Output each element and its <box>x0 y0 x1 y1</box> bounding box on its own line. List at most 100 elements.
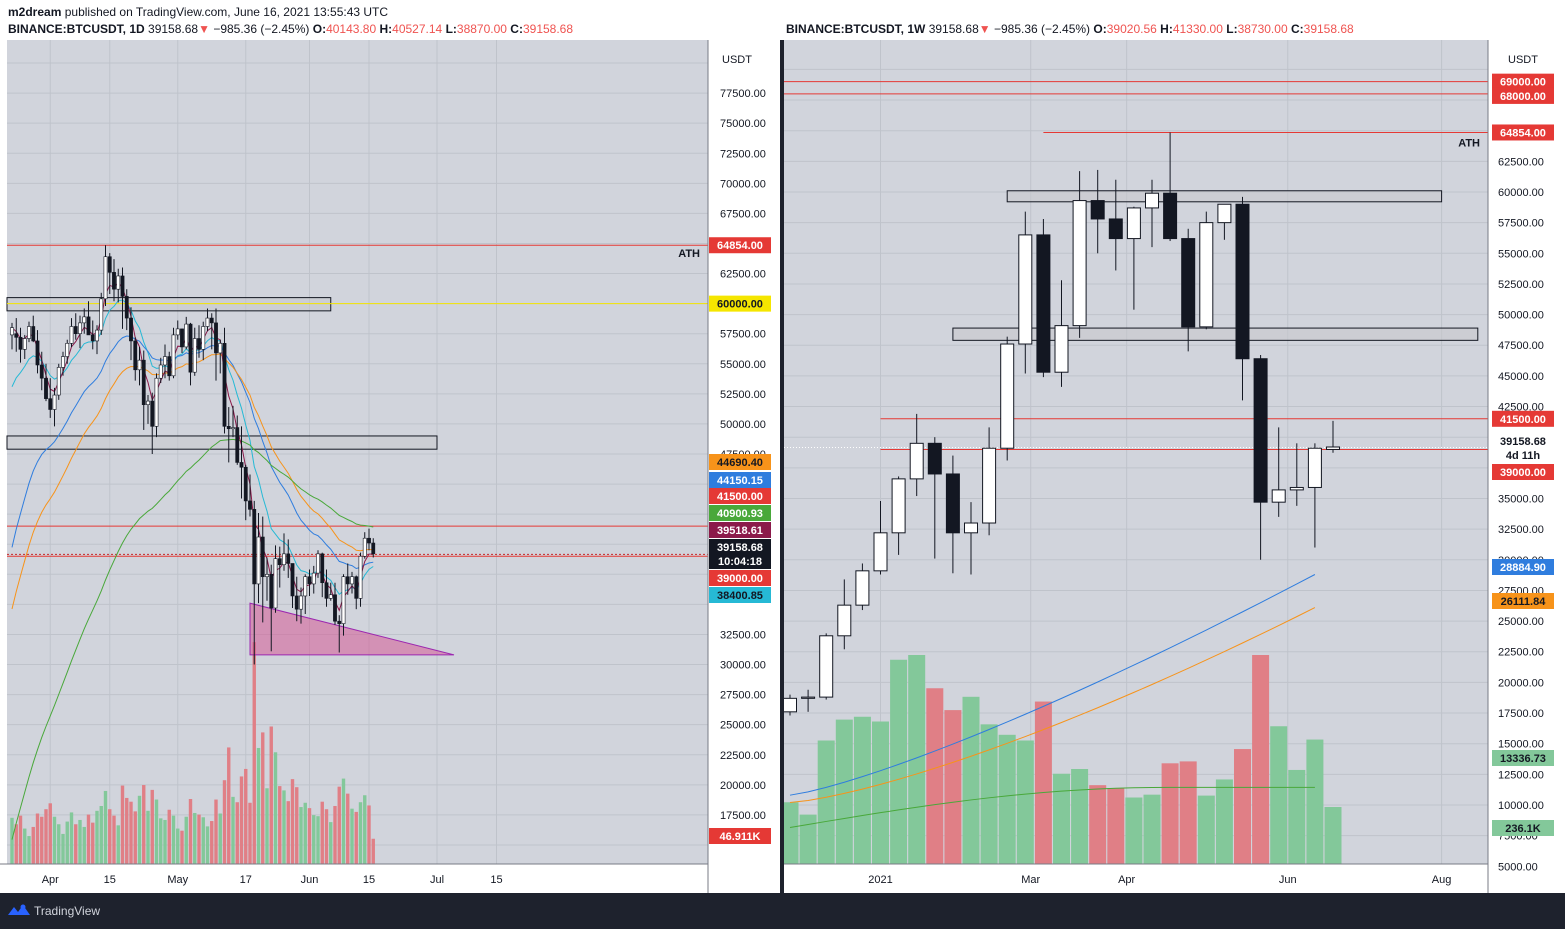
candle-body <box>320 553 325 584</box>
candle-body <box>819 635 834 698</box>
candle-body <box>1145 192 1159 209</box>
volume-badge: 46.911K <box>720 831 761 843</box>
left-symbol[interactable]: BINANCE:BTCUSDT, 1D <box>8 22 145 36</box>
candle-body <box>891 478 906 534</box>
candle-body <box>927 442 942 475</box>
volume-bar <box>346 793 350 864</box>
tradingview-brand[interactable]: TradingView <box>34 904 101 918</box>
volume-bar <box>35 813 40 864</box>
time-axis-bg <box>0 864 708 893</box>
publish-info: published on TradingView.com, June 16, 2… <box>64 5 389 19</box>
volume-bar <box>835 719 853 864</box>
volume-bar <box>998 734 1016 864</box>
candle-body <box>371 542 376 555</box>
volume-bar <box>962 696 980 864</box>
volume-bar <box>40 816 44 864</box>
volume-bar <box>282 790 286 864</box>
price-tick-label: 67500.00 <box>720 208 766 220</box>
author-name[interactable]: m2dream <box>8 5 62 19</box>
right-open: 39020.56 <box>1106 22 1157 36</box>
candle-body <box>243 466 248 502</box>
last-price-badge: 39158.68 <box>717 542 763 554</box>
volume-bar <box>1034 701 1052 864</box>
volume-bar <box>1270 726 1288 864</box>
indicator-badge-bg <box>709 587 771 603</box>
candle-body <box>362 537 367 557</box>
volume-bar <box>137 795 142 864</box>
volume-bar <box>354 811 358 864</box>
volume-badge-bg <box>1492 820 1554 836</box>
moving-average-line <box>11 335 374 570</box>
volume-bar <box>201 817 205 864</box>
volume-bar <box>341 778 346 864</box>
horizontal-zone <box>6 297 332 312</box>
candle-body <box>48 398 53 410</box>
volume-bar <box>193 812 197 864</box>
level-badge-bg <box>709 237 771 254</box>
candle-body <box>201 326 206 350</box>
candle-body <box>265 574 269 578</box>
daily-chart-panel[interactable]: ATH USDT 77500.00 75000.00 72500.00 70000.00 6… <box>0 40 780 893</box>
level-badge-bg <box>1492 464 1554 480</box>
candle-body <box>158 364 163 379</box>
candle-body <box>27 326 31 339</box>
volume-bar <box>261 732 265 864</box>
candle-body <box>180 328 184 348</box>
candle-body <box>303 576 308 597</box>
candle-body <box>345 576 350 585</box>
candle-body <box>307 576 312 585</box>
volume-bar <box>69 812 74 864</box>
weekly-chart-svg[interactable]: ATH USDT 62500.00 60000.00 57500.00 55000.00 5… <box>784 40 1565 893</box>
left-h-label: H: <box>379 22 393 36</box>
time-axis-bg <box>784 864 1488 893</box>
price-tick-label: 62500.00 <box>720 269 766 281</box>
candle-body <box>95 329 99 342</box>
price-tick-label: 57500.00 <box>1498 218 1544 230</box>
volume-bar <box>307 808 312 864</box>
right-symbol[interactable]: BINANCE:BTCUSDT, 1W <box>786 22 926 36</box>
volume-bar <box>142 785 146 864</box>
weekly-chart-panel[interactable]: ATH USDT 62500.00 60000.00 57500.00 55000.00 5… <box>784 40 1565 893</box>
candle-body <box>801 696 816 699</box>
right-c-label: C: <box>1290 22 1304 36</box>
price-tick-label: 35000.00 <box>1498 493 1544 505</box>
candle-body <box>197 338 201 350</box>
countdown-badge: 10:04:18 <box>718 556 762 568</box>
price-tick-label: 62500.00 <box>1498 156 1544 168</box>
volume-bar <box>358 802 363 864</box>
candle-body <box>120 275 125 297</box>
volume-bar <box>167 809 171 864</box>
candle-body <box>192 338 197 373</box>
volume-bar <box>265 788 269 864</box>
volume-bar <box>231 796 235 864</box>
price-tick-label: 77500.00 <box>720 88 766 100</box>
time-tick-label: May <box>167 874 188 886</box>
volume-bar <box>1161 763 1179 864</box>
volume-bar <box>214 799 218 864</box>
level-badge-bg <box>709 488 771 504</box>
candle-body <box>65 343 70 357</box>
volume-bar <box>1071 769 1089 864</box>
price-tick-label: 42500.00 <box>1498 402 1544 414</box>
left-c-label: C: <box>510 22 523 36</box>
down-arrow-icon: ▼ <box>978 22 991 36</box>
volume-bar <box>197 814 201 864</box>
currency-label: USDT <box>722 54 752 66</box>
candle-body <box>184 323 189 348</box>
volume-bar <box>112 815 116 864</box>
volume-bar <box>239 776 244 864</box>
right-o-label: O: <box>1093 22 1107 36</box>
volume-bar <box>1252 655 1270 864</box>
candle-body <box>290 563 295 597</box>
level-badge: 41500.00 <box>717 491 763 503</box>
candle-body <box>231 427 235 430</box>
candle-body <box>337 620 342 624</box>
daily-chart-svg[interactable]: ATH USDT 77500.00 75000.00 72500.00 70000.00 6… <box>0 40 780 893</box>
time-tick-label: Aug <box>1432 874 1452 886</box>
volume-bar <box>303 802 307 864</box>
candle-body <box>299 595 303 610</box>
tradingview-logo-icon[interactable] <box>8 903 30 919</box>
right-h-label: H: <box>1160 22 1173 36</box>
volume-bar <box>329 822 333 864</box>
candle-body <box>1054 325 1069 373</box>
